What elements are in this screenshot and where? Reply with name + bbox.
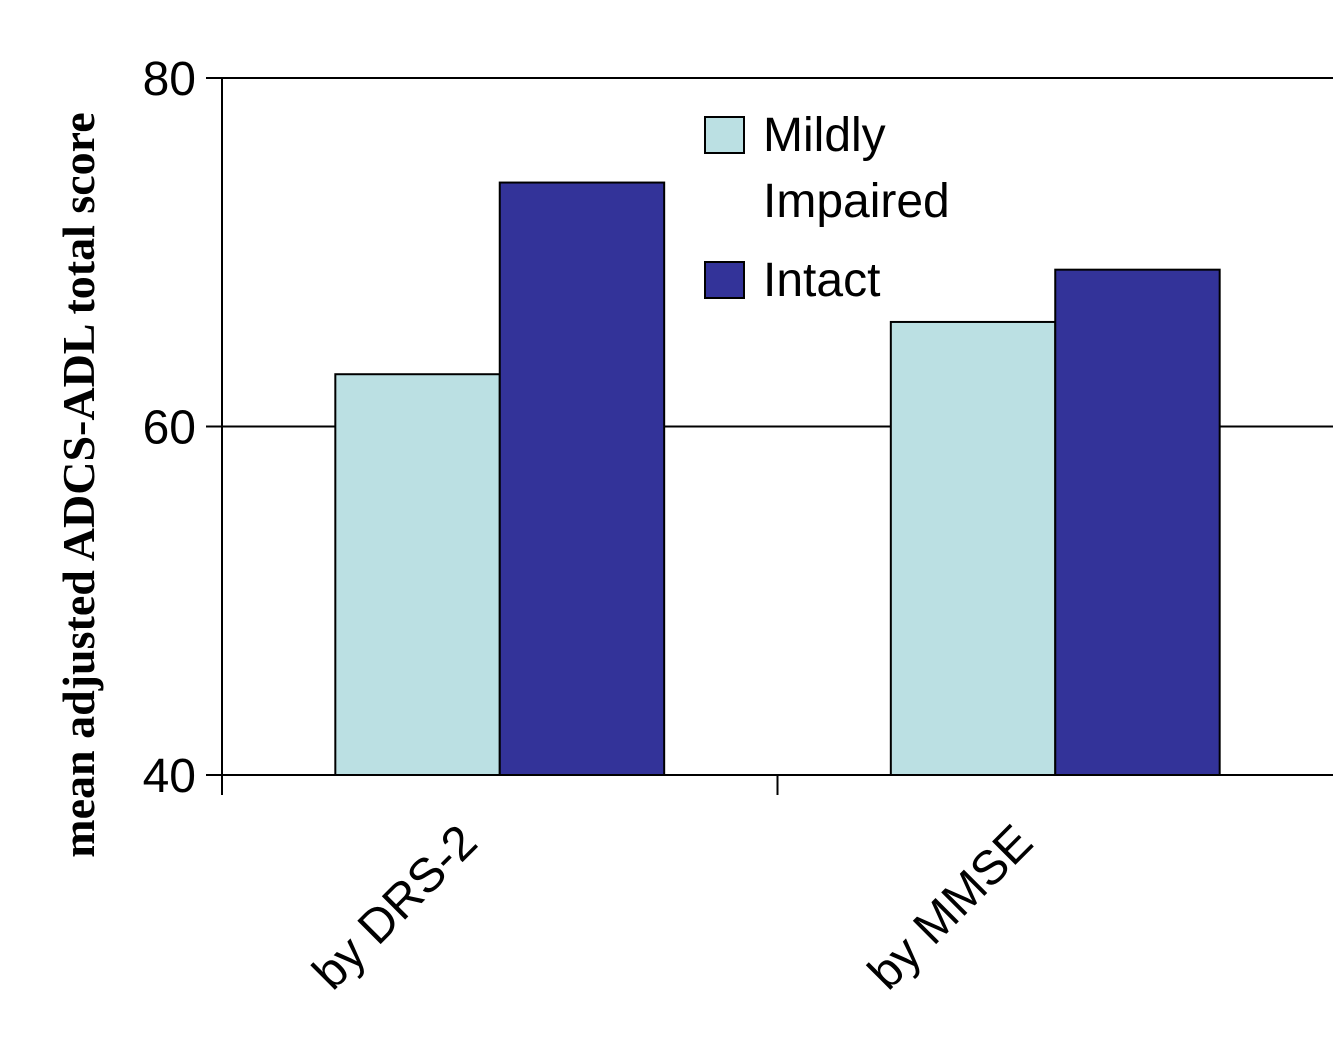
bar-mildly-impaired-1 <box>334 373 501 776</box>
x-tick-label-by-mmse: by MMSE <box>858 815 1043 1000</box>
x-tick-labels: by DRS-2 by MMSE <box>303 815 1043 1000</box>
bars <box>334 181 1221 777</box>
axes <box>206 78 1333 795</box>
legend: Mildly Impaired Intact <box>704 109 950 307</box>
y-tick-label-60: 60 <box>143 402 196 455</box>
bar-intact-1 <box>498 181 666 777</box>
legend-label-intact: Intact <box>763 254 880 307</box>
y-ticks: 40 60 80 <box>143 53 222 803</box>
bar-intact-2 <box>1054 268 1221 776</box>
y-axis-label: mean adjusted ADCS-ADL total score <box>53 112 104 857</box>
y-tick-label-80: 80 <box>143 53 196 106</box>
legend-swatch-intact <box>704 261 745 299</box>
legend-label-mildly-impaired: Mildly Impaired <box>763 109 950 228</box>
x-tick-label-by-drs-2: by DRS-2 <box>303 815 488 1000</box>
legend-swatch-mildly-impaired <box>704 116 745 154</box>
bar-mildly-impaired-2 <box>889 320 1057 776</box>
y-tick-label-40: 40 <box>143 750 196 803</box>
